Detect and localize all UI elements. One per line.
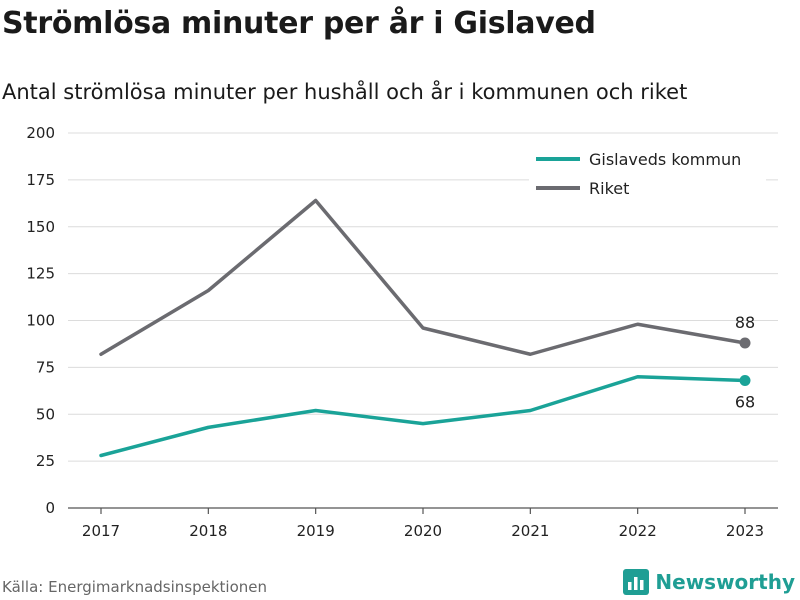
x-tick-label: 2021 — [511, 522, 549, 540]
y-tick-label: 25 — [36, 452, 55, 470]
x-tick-label: 2018 — [189, 522, 227, 540]
y-tick-label: 125 — [26, 265, 55, 283]
y-tick-label: 100 — [26, 312, 55, 330]
x-tick-label: 2019 — [297, 522, 335, 540]
y-tick-label: 175 — [26, 171, 55, 189]
y-tick-label: 200 — [26, 124, 55, 142]
last-point-marker — [739, 375, 751, 386]
brand-name: Newsworthy — [655, 570, 795, 594]
bar-chart-logo-icon — [623, 569, 650, 595]
x-tick-label: 2023 — [726, 522, 764, 540]
y-tick-label: 150 — [26, 218, 55, 236]
legend-label: Riket — [589, 179, 629, 198]
x-tick-label: 2022 — [619, 522, 657, 540]
series-line — [99, 198, 747, 356]
chart-title: Strömlösa minuter per år i Gislaved — [2, 6, 596, 41]
brand-logo: Newsworthy — [623, 569, 795, 595]
data-label: 68 — [735, 393, 755, 412]
series-line — [99, 375, 747, 458]
legend-label: Gislaveds kommun — [589, 150, 741, 169]
last-point-marker — [739, 337, 751, 349]
chart-subtitle: Antal strömlösa minuter per hushåll och … — [2, 80, 688, 104]
y-tick-label: 75 — [36, 358, 55, 376]
x-tick-label: 2020 — [404, 522, 442, 540]
x-tick-label: 2017 — [82, 522, 120, 540]
line-chart: 0 25 50 75 100 125 150 175 200 2017 2018 2019 2020 20… — [26, 124, 778, 540]
y-tick-label: 50 — [36, 405, 55, 423]
source-note: Källa: Energimarknadsinspektionen — [2, 578, 268, 596]
legend-box — [529, 145, 766, 205]
y-tick-label: 0 — [45, 499, 55, 517]
data-label: 88 — [735, 313, 755, 332]
